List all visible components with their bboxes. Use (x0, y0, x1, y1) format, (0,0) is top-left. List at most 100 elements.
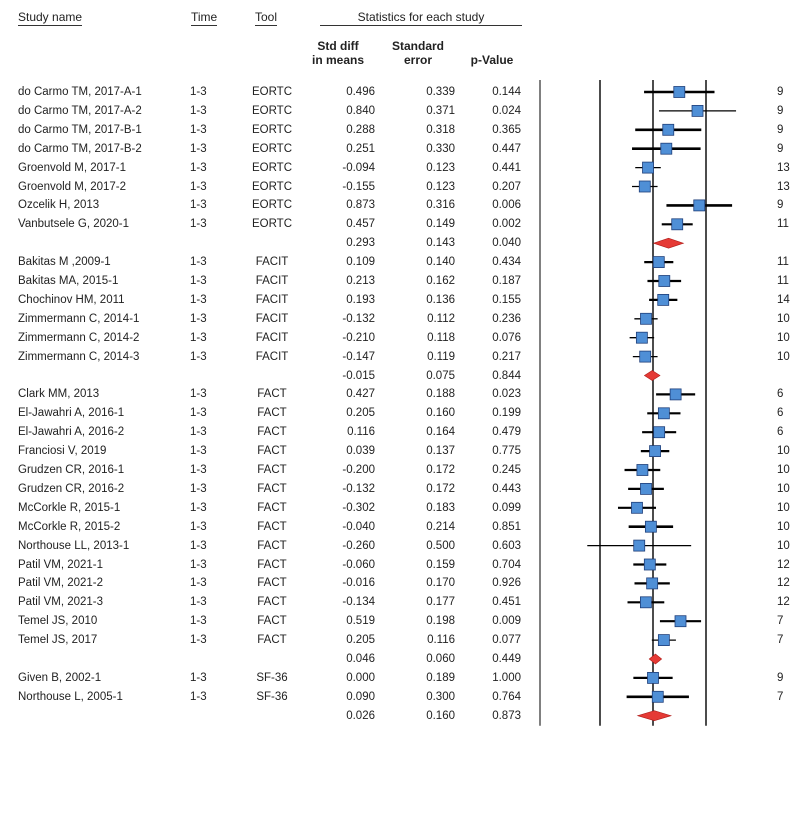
study-n: 9 (777, 199, 784, 212)
study-n: 10 (777, 539, 790, 552)
study-n: 11 (777, 218, 789, 231)
study-n: 10 (777, 501, 790, 514)
study-smd: -0.200 (342, 464, 375, 476)
study-tool: FACIT (255, 256, 289, 269)
study-p-value: 0.002 (492, 218, 521, 231)
study-tool: EORTC (251, 142, 293, 155)
study-name: Zimmermann C, 2014-3 (18, 350, 140, 363)
header-se-line1: Standard (391, 39, 444, 53)
header-std-diff-line1: Std diff (317, 39, 359, 53)
study-n: 7 (777, 634, 784, 647)
study-tool: FACT (257, 445, 287, 458)
study-n: 11 (777, 256, 789, 269)
study-marker (657, 293, 670, 306)
study-time: 1-3 (190, 407, 207, 420)
study-name: Patil VM, 2021-2 (18, 577, 104, 590)
summary-smd: 0.026 (346, 709, 375, 722)
study-name: Bakitas MA, 2015-1 (18, 275, 119, 287)
study-tool: FACT (257, 596, 287, 609)
study-marker (640, 482, 652, 495)
study-time: 1-3 (190, 218, 207, 231)
study-tool: FACIT (255, 293, 289, 306)
study-marker (651, 690, 664, 703)
study-se: 0.123 (426, 161, 455, 174)
study-name: McCorkle R, 2015-1 (18, 501, 121, 514)
study-time: 1-3 (190, 293, 207, 306)
study-n: 13 (777, 161, 790, 174)
study-smd: 0.840 (346, 104, 375, 117)
study-tool: FACT (257, 426, 287, 439)
study-n: 9 (777, 86, 784, 98)
study-time: 1-3 (190, 501, 207, 514)
study-marker (631, 501, 643, 514)
study-name: Grudzen CR, 2016-1 (18, 464, 125, 476)
study-n: 10 (777, 312, 790, 325)
study-marker (691, 105, 704, 117)
study-p-value: 0.603 (492, 539, 521, 552)
study-time: 1-3 (190, 123, 207, 136)
study-time: 1-3 (190, 275, 207, 287)
study-tool: FACT (257, 407, 287, 420)
study-name: Grudzen CR, 2016-2 (18, 482, 125, 495)
summary-diamond (643, 370, 661, 381)
study-tool: FACT (257, 539, 287, 552)
study-se: 0.159 (426, 558, 455, 571)
study-se: 0.118 (427, 331, 455, 344)
header-tool: Tool (255, 10, 278, 26)
study-name: do Carmo TM, 2017-A-2 (18, 104, 142, 117)
study-time: 1-3 (190, 634, 207, 647)
summary-smd: 0.046 (346, 653, 375, 665)
study-marker (653, 426, 666, 439)
summary-diamond (652, 237, 685, 249)
study-n: 12 (777, 596, 790, 609)
study-tool: FACT (257, 501, 287, 514)
study-tool: EORTC (251, 218, 293, 231)
header-std-diff-line2: in means (311, 53, 365, 67)
study-time: 1-3 (190, 482, 207, 495)
study-smd: 0.205 (346, 407, 375, 420)
study-tool: EORTC (251, 161, 293, 174)
study-time: 1-3 (190, 104, 207, 117)
study-n: 14 (777, 293, 790, 306)
summary-smd: 0.293 (346, 237, 375, 250)
study-se: 0.214 (426, 520, 455, 533)
study-se: 0.136 (426, 293, 455, 306)
study-smd: 0.039 (346, 445, 375, 458)
study-p-value: 1.000 (492, 671, 521, 684)
study-n: 11 (777, 275, 789, 287)
study-marker (636, 464, 649, 476)
study-smd: 0.109 (346, 256, 375, 269)
study-tool: FACIT (255, 275, 289, 287)
study-p-value: 0.077 (492, 634, 521, 647)
header-se-line2: error (403, 53, 432, 67)
study-p-value: 0.851 (492, 520, 521, 533)
study-time: 1-3 (190, 577, 207, 590)
study-marker (646, 577, 659, 590)
summary-diamond (648, 653, 663, 665)
study-p-value: 0.009 (492, 615, 521, 628)
header-p-value: p-Value (470, 53, 514, 67)
study-n: 10 (777, 482, 790, 495)
study-name: do Carmo TM, 2017-A-1 (18, 86, 142, 98)
study-se: 0.339 (426, 86, 455, 98)
header-time: Time (191, 10, 218, 26)
study-p-value: 0.926 (492, 577, 521, 590)
study-n: 12 (777, 558, 790, 571)
summary-p-value: 0.040 (492, 237, 521, 250)
study-name: Clark MM, 2013 (18, 388, 100, 401)
study-se: 0.170 (426, 577, 455, 590)
study-se: 0.300 (426, 690, 455, 703)
study-se: 0.500 (426, 539, 455, 552)
study-se: 0.189 (426, 671, 455, 684)
study-smd: 0.000 (346, 671, 375, 684)
study-marker (644, 520, 657, 533)
study-time: 1-3 (190, 86, 207, 98)
study-smd: -0.134 (342, 596, 375, 609)
study-tool: FACT (257, 388, 287, 401)
study-name: Chochinov HM, 2011 (18, 293, 125, 306)
study-smd: 0.090 (346, 690, 375, 703)
study-smd: -0.094 (342, 161, 375, 174)
study-se: 0.198 (426, 615, 455, 628)
study-se: 0.116 (427, 634, 455, 647)
